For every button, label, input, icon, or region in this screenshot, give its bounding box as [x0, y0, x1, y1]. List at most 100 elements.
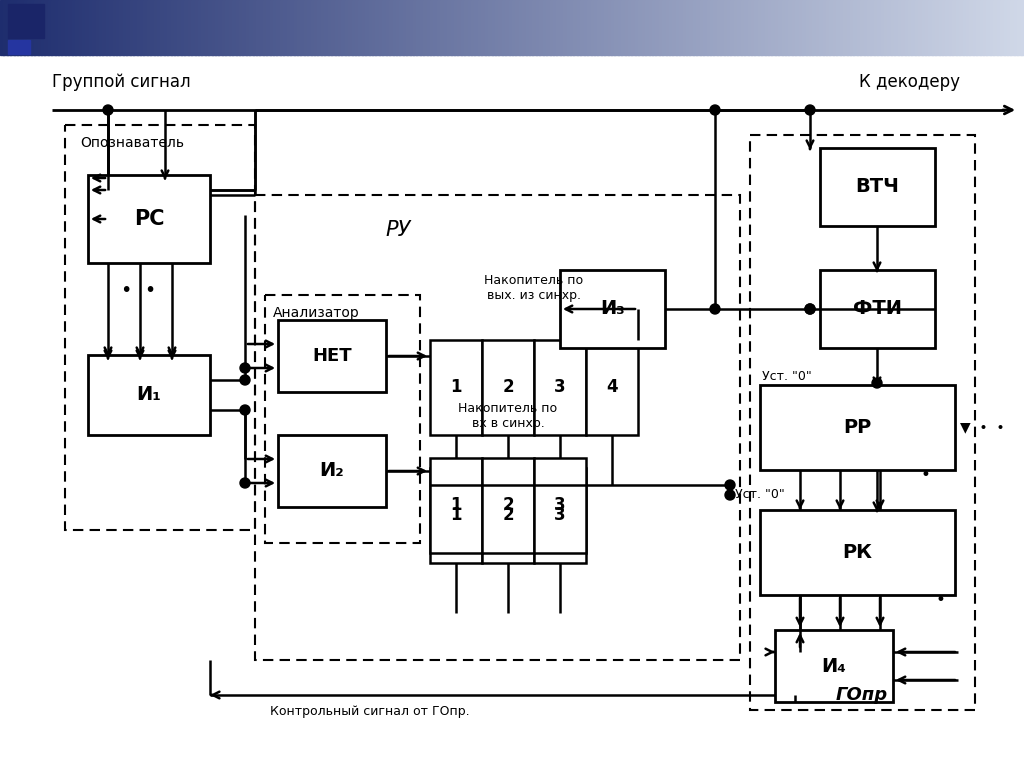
Bar [317, 0, 322, 55]
Bar [468, 0, 472, 55]
Bar [512, 0, 516, 55]
Bar [775, 0, 779, 55]
Bar [970, 0, 974, 55]
Bar [993, 0, 997, 55]
Bar [1011, 0, 1015, 55]
Bar [335, 0, 339, 55]
Bar [276, 0, 281, 55]
Bar [351, 0, 356, 55]
Bar [863, 0, 868, 55]
Bar [594, 0, 598, 55]
Bar [522, 0, 526, 55]
Text: И₃: И₃ [600, 299, 625, 318]
Bar [437, 0, 441, 55]
Bar [51, 0, 55, 55]
Bar [935, 0, 940, 55]
Bar [366, 0, 370, 55]
Bar [771, 0, 776, 55]
Bar [840, 0, 844, 55]
Bar [307, 0, 311, 55]
Bar [8, 40, 30, 54]
Bar [683, 0, 687, 55]
Bar [648, 0, 653, 55]
Bar [573, 0, 578, 55]
Bar [914, 0, 920, 55]
Bar [376, 0, 380, 55]
Bar [833, 0, 838, 55]
Bar [184, 0, 188, 55]
Text: Контрольный сигнал от ГОпр.: Контрольный сигнал от ГОпр. [270, 705, 470, 717]
Bar [236, 0, 240, 55]
Bar [24, 0, 29, 55]
Bar [345, 0, 349, 55]
Text: ФТИ: ФТИ [853, 299, 902, 318]
Bar [249, 0, 254, 55]
Bar [464, 0, 469, 55]
Bar [430, 458, 482, 553]
Bar [222, 0, 226, 55]
Bar [949, 0, 953, 55]
Bar [1004, 0, 1008, 55]
Text: 2: 2 [502, 506, 514, 525]
Bar [136, 0, 141, 55]
Bar [584, 0, 588, 55]
Bar [796, 0, 800, 55]
Bar [89, 0, 93, 55]
Bar [809, 0, 813, 55]
Circle shape [805, 304, 815, 314]
Bar [232, 0, 237, 55]
Bar [228, 0, 233, 55]
Bar [536, 0, 541, 55]
Bar [546, 0, 551, 55]
Bar [550, 0, 554, 55]
Text: 4: 4 [606, 378, 617, 397]
Bar [482, 340, 534, 435]
Bar [482, 468, 534, 563]
Circle shape [725, 480, 735, 490]
Bar [259, 0, 264, 55]
Bar [932, 0, 936, 55]
Bar [703, 0, 708, 55]
Bar [191, 0, 196, 55]
Bar [976, 0, 981, 55]
Bar [878, 0, 882, 55]
Text: 3: 3 [554, 506, 566, 525]
Bar [750, 135, 975, 710]
Bar [407, 0, 411, 55]
Bar [314, 0, 318, 55]
Bar [673, 0, 677, 55]
Circle shape [805, 304, 815, 314]
Bar [591, 0, 595, 55]
Bar [294, 0, 298, 55]
Bar [28, 0, 32, 55]
Bar [696, 0, 700, 55]
Bar [181, 0, 185, 55]
Bar [601, 0, 605, 55]
Bar [361, 0, 367, 55]
Bar [853, 0, 858, 55]
Text: 1: 1 [451, 496, 462, 515]
Bar [341, 0, 346, 55]
Bar [278, 435, 386, 507]
Bar [34, 0, 39, 55]
Bar [481, 0, 485, 55]
Text: РУ: РУ [385, 220, 411, 240]
Bar [740, 0, 745, 55]
Bar [164, 0, 168, 55]
Bar [325, 0, 329, 55]
Bar [54, 0, 59, 55]
Bar [92, 0, 96, 55]
Bar [884, 0, 889, 55]
Circle shape [725, 490, 735, 500]
Bar [717, 0, 721, 55]
Bar [686, 0, 690, 55]
Text: Группой сигнал: Группой сигнал [52, 73, 190, 91]
Bar [911, 0, 915, 55]
Bar [212, 0, 216, 55]
Bar [290, 0, 295, 55]
Bar [1017, 0, 1022, 55]
Bar [82, 0, 86, 55]
Bar [693, 0, 697, 55]
Bar [806, 0, 810, 55]
Bar [208, 0, 213, 55]
